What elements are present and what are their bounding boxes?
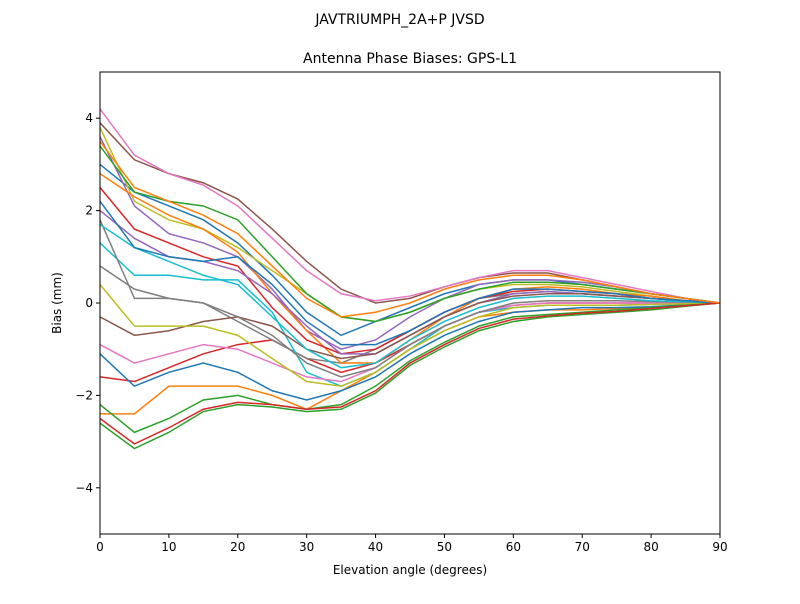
series-line [99,223,721,369]
x-tick-label: 0 [96,540,104,554]
x-tick-label: 70 [575,540,590,554]
x-tick-label: 90 [712,540,727,554]
series-line [99,219,721,378]
series-line [99,145,721,323]
x-tick-label: 20 [230,540,245,554]
series-line [99,108,721,304]
series-line [99,302,721,434]
series-line [99,302,721,450]
y-tick-label: −4 [75,481,93,495]
x-tick-label: 60 [506,540,521,554]
x-tick-label: 10 [161,540,176,554]
x-tick-label: 50 [437,540,452,554]
suptitle: JAVTRIUMPH_2A+P JVSD [314,12,484,28]
x-tick-label: 30 [299,540,314,554]
series-line [99,293,721,360]
y-tick-label: 4 [85,111,93,125]
y-tick-label: −2 [75,388,93,402]
series-line [99,284,721,387]
series-line [99,302,721,445]
plot-area [99,108,721,450]
series-line [99,302,721,401]
y-tick-label: 0 [85,296,93,310]
series-line [99,200,721,346]
series-line [99,140,721,318]
chart-title: Antenna Phase Biases: GPS-L1 [303,51,517,67]
x-tick-label: 40 [368,540,383,554]
y-tick-label: 2 [85,204,93,218]
x-tick-label: 80 [643,540,658,554]
y-axis-label: Bias (mm) [50,272,64,334]
x-axis-label: Elevation angle (degrees) [333,563,487,577]
